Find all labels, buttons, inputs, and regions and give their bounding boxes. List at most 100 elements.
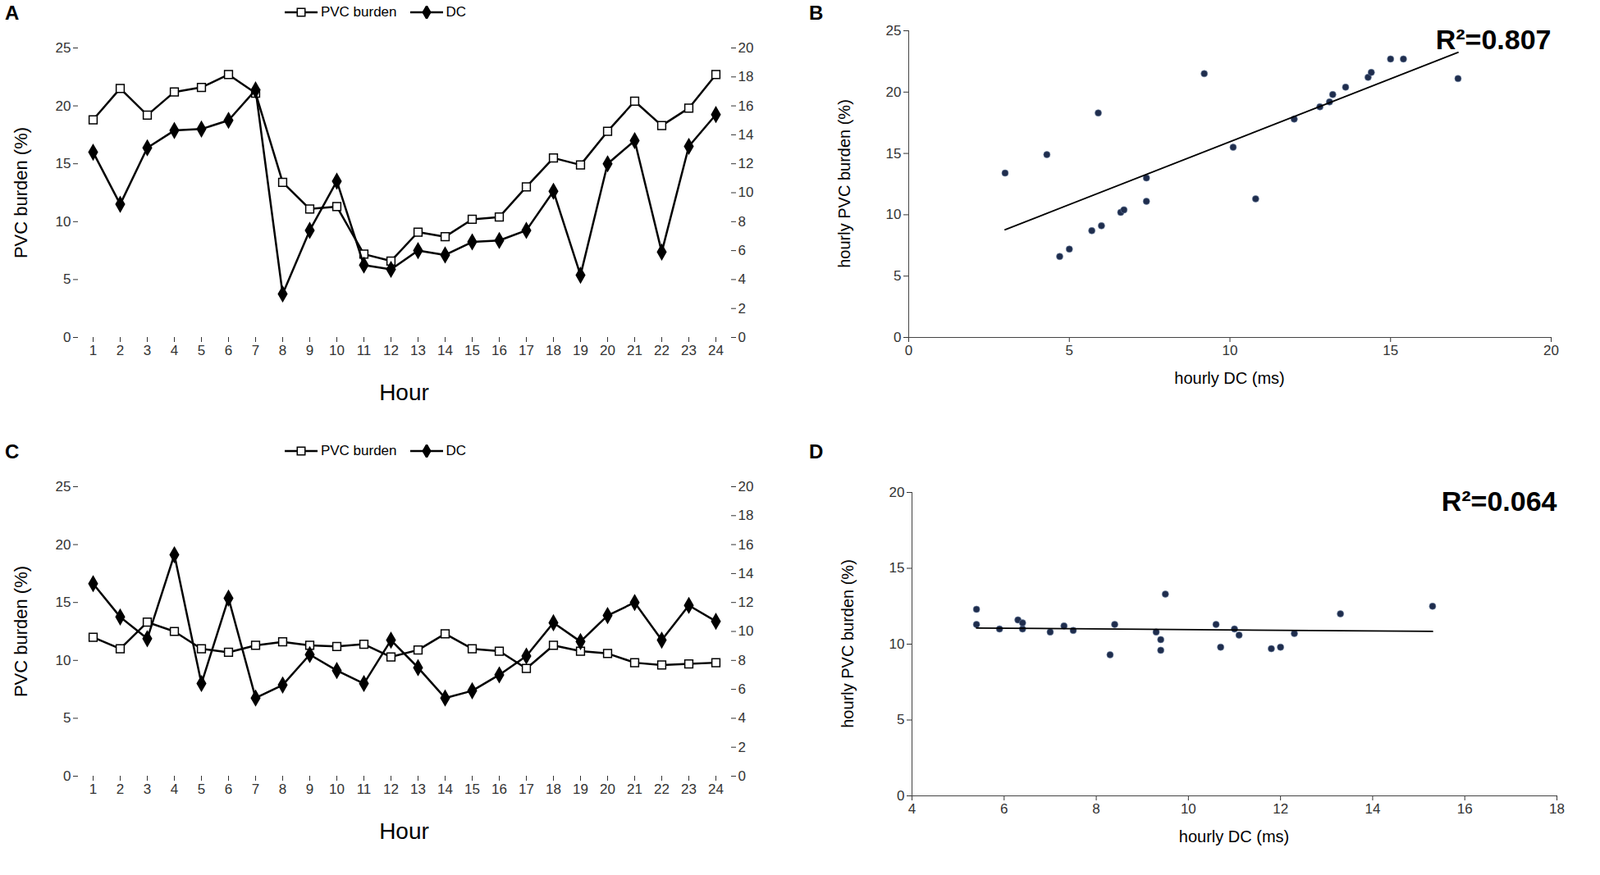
svg-text:R²=0.807: R²=0.807 (1435, 23, 1552, 55)
svg-text:24: 24 (708, 342, 724, 359)
svg-text:10: 10 (329, 342, 345, 359)
svg-text:23: 23 (681, 342, 697, 359)
svg-text:17: 17 (518, 342, 535, 359)
svg-text:5: 5 (63, 271, 71, 288)
svg-text:6: 6 (738, 242, 746, 259)
svg-text:15: 15 (464, 781, 480, 798)
svg-text:18: 18 (545, 342, 562, 359)
svg-text:14: 14 (437, 781, 453, 798)
svg-text:18: 18 (545, 781, 562, 798)
svg-text:12: 12 (383, 342, 399, 359)
svg-text:2: 2 (738, 301, 746, 317)
svg-text:20: 20 (886, 84, 902, 101)
svg-text:8: 8 (738, 214, 746, 230)
svg-text:20: 20 (599, 781, 616, 798)
svg-text:24: 24 (708, 781, 724, 798)
svg-text:5: 5 (896, 712, 905, 728)
svg-text:15: 15 (889, 560, 906, 576)
svg-text:3: 3 (143, 781, 151, 798)
svg-text:8: 8 (1092, 801, 1100, 818)
svg-text:15: 15 (55, 594, 72, 611)
svg-text:5: 5 (197, 781, 206, 798)
svg-text:13: 13 (410, 342, 426, 359)
svg-text:0: 0 (905, 342, 913, 359)
svg-text:14: 14 (738, 127, 755, 143)
svg-text:3: 3 (143, 342, 151, 359)
svg-text:18: 18 (738, 507, 755, 524)
svg-text:20: 20 (889, 484, 906, 501)
svg-text:15: 15 (464, 342, 480, 359)
svg-text:10: 10 (329, 781, 345, 798)
svg-text:0: 0 (738, 768, 746, 785)
svg-text:17: 17 (518, 781, 535, 798)
svg-text:16: 16 (738, 98, 755, 115)
svg-text:21: 21 (626, 781, 643, 798)
svg-text:6: 6 (1000, 801, 1008, 818)
svg-text:13: 13 (410, 781, 426, 798)
svg-text:16: 16 (491, 781, 508, 798)
svg-text:1: 1 (89, 342, 97, 359)
svg-text:20: 20 (1543, 342, 1559, 359)
svg-text:16: 16 (491, 342, 508, 359)
svg-text:20: 20 (738, 40, 755, 56)
svg-text:21: 21 (626, 342, 643, 359)
svg-text:20: 20 (55, 98, 72, 115)
svg-text:11: 11 (356, 342, 372, 359)
svg-text:25: 25 (55, 479, 72, 495)
svg-text:4: 4 (908, 801, 916, 818)
svg-text:19: 19 (572, 781, 589, 798)
svg-text:18: 18 (738, 68, 755, 85)
svg-text:8: 8 (278, 342, 287, 359)
svg-text:10: 10 (1222, 342, 1239, 359)
svg-text:18: 18 (1549, 801, 1565, 818)
svg-text:10: 10 (738, 623, 755, 640)
svg-text:9: 9 (306, 342, 314, 359)
svg-text:14: 14 (738, 566, 755, 582)
svg-text:15: 15 (886, 146, 902, 162)
svg-text:16: 16 (1457, 801, 1473, 818)
svg-text:4: 4 (738, 710, 746, 727)
svg-text:7: 7 (251, 781, 260, 798)
svg-text:14: 14 (437, 342, 453, 359)
svg-text:19: 19 (572, 342, 589, 359)
svg-text:0: 0 (738, 329, 746, 346)
svg-text:8: 8 (278, 781, 287, 798)
svg-text:0: 0 (63, 329, 71, 346)
svg-text:0: 0 (896, 788, 905, 805)
svg-text:22: 22 (653, 342, 670, 359)
svg-text:6: 6 (224, 781, 233, 798)
svg-text:4: 4 (170, 342, 179, 359)
svg-text:23: 23 (681, 781, 697, 798)
svg-text:4: 4 (170, 781, 179, 798)
svg-text:16: 16 (738, 537, 755, 554)
svg-text:10: 10 (55, 214, 72, 230)
svg-text:0: 0 (893, 329, 901, 346)
svg-text:20: 20 (55, 537, 72, 554)
svg-text:5: 5 (1065, 342, 1074, 359)
svg-text:5: 5 (197, 342, 206, 359)
svg-text:5: 5 (63, 710, 71, 727)
svg-text:20: 20 (738, 479, 755, 495)
svg-text:10: 10 (1180, 801, 1197, 818)
svg-text:5: 5 (893, 268, 901, 284)
svg-text:2: 2 (738, 740, 746, 756)
svg-text:2: 2 (116, 781, 124, 798)
svg-text:15: 15 (55, 155, 72, 172)
svg-text:11: 11 (356, 781, 372, 798)
svg-text:10: 10 (55, 653, 72, 669)
svg-text:25: 25 (886, 22, 902, 39)
svg-text:6: 6 (224, 342, 233, 359)
svg-text:R²=0.064: R²=0.064 (1441, 485, 1558, 517)
svg-text:8: 8 (738, 653, 746, 669)
svg-text:10: 10 (738, 184, 755, 201)
svg-text:15: 15 (1382, 342, 1399, 359)
svg-text:0: 0 (63, 768, 71, 785)
svg-text:10: 10 (886, 206, 902, 223)
svg-text:2: 2 (116, 342, 124, 359)
svg-text:22: 22 (653, 781, 670, 798)
svg-text:12: 12 (738, 594, 755, 611)
svg-text:10: 10 (889, 636, 906, 653)
svg-text:14: 14 (1364, 801, 1381, 818)
svg-text:12: 12 (383, 781, 399, 798)
svg-text:4: 4 (738, 271, 746, 288)
